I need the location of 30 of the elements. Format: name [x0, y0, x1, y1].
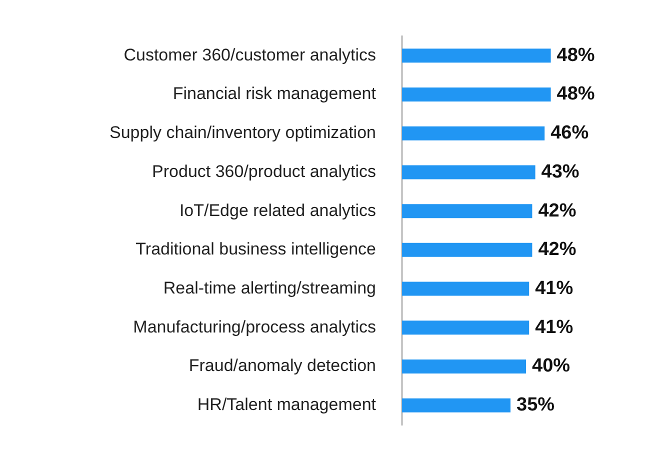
bar: [402, 87, 551, 102]
data-label: 46%: [550, 122, 589, 144]
y-tick-label: Customer 360/customer analytics: [124, 45, 376, 64]
y-tick-label: Financial risk management: [172, 84, 376, 104]
bar: [402, 320, 530, 335]
bar: [402, 48, 551, 63]
data-label: 43%: [541, 161, 580, 182]
bar: [402, 165, 536, 180]
data-label: 35%: [516, 394, 555, 416]
data-label: 48%: [556, 84, 595, 105]
bar: [402, 204, 532, 218]
data-label: 41%: [535, 316, 574, 338]
bar: [402, 282, 530, 296]
data-label: 42%: [538, 200, 576, 222]
bar: [402, 126, 545, 140]
bar: [402, 242, 532, 257]
y-tick-label: IoT/Edge related analytics: [179, 200, 376, 220]
y-tick-label: Real-time alerting/streaming: [163, 278, 376, 298]
y-tick-label: Supply chain/inventory optimization: [110, 123, 376, 142]
data-label: 48%: [556, 44, 595, 66]
data-label: 42%: [538, 239, 576, 260]
bar: [402, 398, 510, 412]
data-label: 41%: [535, 278, 574, 300]
y-tick-label: Manufacturing/process analytics: [133, 317, 376, 336]
data-label: 40%: [532, 356, 570, 377]
y-tick-label: Product 360/product analytics: [152, 162, 376, 181]
y-tick-label: HR/Talent management: [197, 395, 376, 414]
bar: [402, 360, 526, 374]
y-tick-label: Fraud/anomaly detection: [188, 356, 376, 376]
y-tick-label: Traditional business intelligence: [136, 240, 376, 259]
